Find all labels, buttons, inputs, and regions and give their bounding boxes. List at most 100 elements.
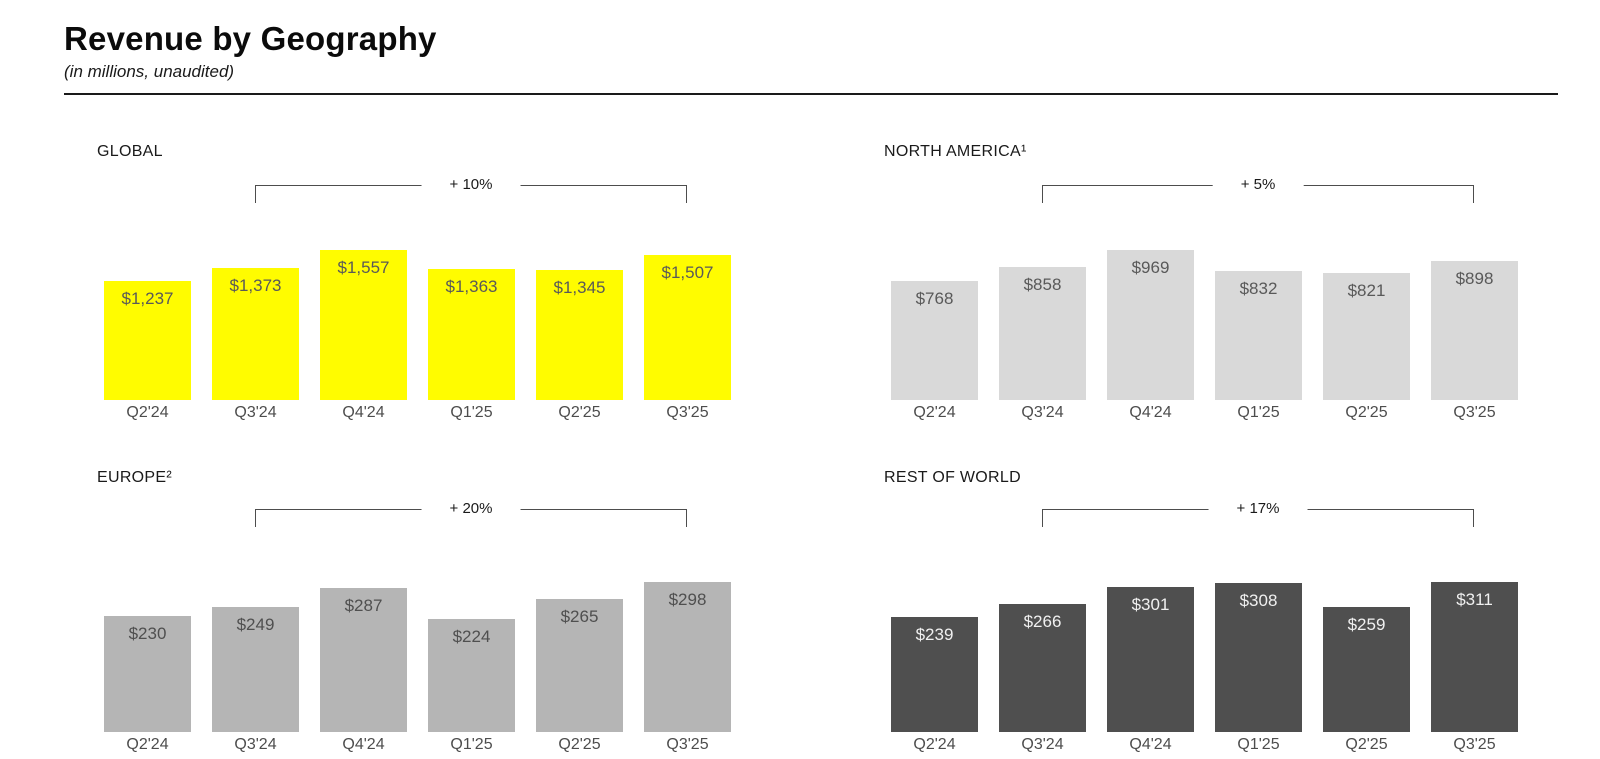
growth-bracket: + 17% [1042,500,1474,527]
bar-q324: $266 [999,604,1086,732]
bar-q424: $1,557 [320,250,407,400]
bar-plot: $239 $266 $301 $308 $259 $311 [891,582,1518,732]
bar-value-label: $1,345 [553,278,606,297]
x-axis-label: Q3'24 [1021,736,1064,753]
x-axis-label: Q3'25 [1453,404,1496,421]
bar-value-label: $1,373 [229,276,282,295]
bar-value-label: $832 [1239,279,1278,298]
x-axis-label: Q2'25 [558,736,601,753]
x-axis-labels: Q2'24 Q3'24 Q4'24 Q1'25 Q2'25 Q3'25 [104,404,731,422]
chart-europe: EUROPE² + 20% $230 $249 $287 $224 $265 $298 Q… [97,469,731,759]
growth-label: + 5% [1212,176,1304,194]
chart-title: REST OF WORLD [884,469,1021,486]
bar-value-label: $224 [452,627,491,646]
x-axis-label: Q2'24 [126,736,169,753]
bar-value-label: $969 [1131,258,1170,277]
x-axis-label: Q2'24 [126,404,169,421]
x-axis-label: Q3'24 [234,404,277,421]
bar-q225: $265 [536,599,623,732]
bar-value-label: $301 [1131,595,1170,614]
header-divider [64,93,1558,95]
bar-q324: $858 [999,267,1086,400]
page-subtitle: (in millions, unaudited) [64,62,235,81]
bar-q424: $969 [1107,250,1194,400]
bar-q225: $1,345 [536,270,623,400]
bar-q224: $230 [104,616,191,732]
x-axis-label: Q3'25 [1453,736,1496,753]
bar-q325: $1,507 [644,255,731,400]
bar-value-label: $311 [1456,590,1493,609]
bar-value-label: $1,507 [661,263,714,282]
chart-title: NORTH AMERICA¹ [884,143,1027,160]
bar-value-label: $1,237 [121,289,174,308]
chart-title: EUROPE² [97,469,172,486]
bar-value-label: $249 [236,615,275,634]
bar-plot: $768 $858 $969 $832 $821 $898 [891,250,1518,400]
bar-q224: $768 [891,281,978,400]
bar-q125: $1,363 [428,269,515,400]
chart-rest-of-world: REST OF WORLD + 17% $239 $266 $301 $308 $259… [884,469,1518,759]
bar-q225: $259 [1323,607,1410,732]
x-axis-label: Q3'25 [666,736,709,753]
x-axis-label: Q1'25 [1237,404,1280,421]
growth-bracket: + 20% [255,500,687,527]
bar-plot: $230 $249 $287 $224 $265 $298 [104,582,731,732]
chart-title: GLOBAL [97,143,163,160]
bar-value-label: $265 [560,607,599,626]
bar-value-label: $898 [1455,269,1494,288]
x-axis-label: Q2'24 [913,404,956,421]
bar-q225: $821 [1323,273,1410,400]
growth-label: + 10% [421,176,521,194]
x-axis-label: Q1'25 [450,736,493,753]
bar-value-label: $230 [128,624,167,643]
x-axis-label: Q2'24 [913,736,956,753]
x-axis-label: Q4'24 [342,404,385,421]
bar-q224: $1,237 [104,281,191,400]
bar-value-label: $298 [668,590,707,609]
growth-label: + 20% [421,500,521,518]
bar-value-label: $287 [344,596,383,615]
bar-plot: $1,237 $1,373 $1,557 $1,363 $1,345 $1,507 [104,250,731,400]
bar-q324: $249 [212,607,299,732]
bar-q325: $311 [1431,582,1518,732]
bar-q324: $1,373 [212,268,299,400]
bar-q325: $298 [644,582,731,732]
x-axis-label: Q1'25 [450,404,493,421]
x-axis-label: Q2'25 [1345,736,1388,753]
x-axis-label: Q1'25 [1237,736,1280,753]
x-axis-labels: Q2'24 Q3'24 Q4'24 Q1'25 Q2'25 Q3'25 [104,736,731,754]
growth-bracket: + 10% [255,176,687,203]
bar-value-label: $768 [915,289,954,308]
bar-q125: $224 [428,619,515,732]
x-axis-label: Q3'24 [1021,404,1064,421]
bar-value-label: $858 [1023,275,1062,294]
growth-label: + 17% [1208,500,1308,518]
page-title: Revenue by Geography [64,20,437,57]
bar-q125: $308 [1215,583,1302,732]
bar-value-label: $259 [1347,615,1386,634]
bar-value-label: $1,363 [445,277,498,296]
x-axis-label: Q3'25 [666,404,709,421]
bar-q424: $301 [1107,587,1194,732]
growth-bracket: + 5% [1042,176,1474,203]
x-axis-labels: Q2'24 Q3'24 Q4'24 Q1'25 Q2'25 Q3'25 [891,736,1518,754]
chart-global: GLOBAL + 10% $1,237 $1,373 $1,557 $1,363 $1,… [97,143,731,443]
x-axis-label: Q4'24 [1129,736,1172,753]
bar-q224: $239 [891,617,978,732]
x-axis-label: Q3'24 [234,736,277,753]
chart-north-america: NORTH AMERICA¹ + 5% $768 $858 $969 $832 $821… [884,143,1518,443]
x-axis-labels: Q2'24 Q3'24 Q4'24 Q1'25 Q2'25 Q3'25 [891,404,1518,422]
bar-value-label: $1,557 [337,258,390,277]
x-axis-label: Q2'25 [1345,404,1388,421]
x-axis-label: Q4'24 [342,736,385,753]
x-axis-label: Q4'24 [1129,404,1172,421]
bar-value-label: $239 [915,625,954,644]
bar-value-label: $308 [1239,591,1278,610]
bar-q424: $287 [320,588,407,732]
bar-value-label: $821 [1347,281,1386,300]
bar-value-label: $266 [1023,612,1062,631]
bar-q325: $898 [1431,261,1518,400]
x-axis-label: Q2'25 [558,404,601,421]
bar-q125: $832 [1215,271,1302,400]
